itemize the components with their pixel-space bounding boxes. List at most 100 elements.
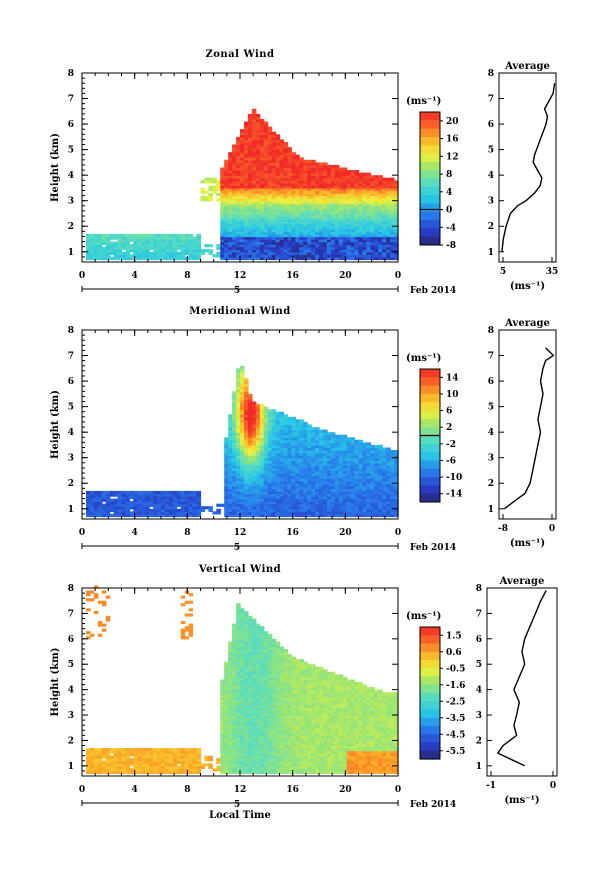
heatmap-cell bbox=[125, 234, 129, 237]
heatmap-cell bbox=[185, 626, 190, 629]
heatmap-cell bbox=[157, 748, 162, 751]
colorbar-band bbox=[420, 452, 440, 461]
heatmap-cell bbox=[181, 629, 186, 632]
heatmap-cell bbox=[216, 193, 221, 196]
average-frame bbox=[499, 73, 556, 262]
heatmap-cell bbox=[208, 185, 213, 188]
average-y-tick-label: 7 bbox=[488, 95, 494, 105]
average-x-tick-label: 35 bbox=[546, 267, 559, 277]
colorbar-tick-label: -14 bbox=[446, 490, 462, 500]
colorbar-tick-label: -8 bbox=[446, 241, 456, 251]
heatmap-cell bbox=[276, 412, 281, 415]
heatmap-cell bbox=[252, 109, 257, 112]
meridional-date-label: Feb 2014 bbox=[410, 543, 456, 553]
y-tick-label: 4 bbox=[68, 171, 74, 181]
heatmap-cell bbox=[327, 165, 332, 168]
x-tick-label: 16 bbox=[286, 271, 299, 281]
y-tick-label: 4 bbox=[68, 428, 74, 438]
colorbar-tick-label: 8 bbox=[446, 170, 452, 180]
heatmap-cell bbox=[374, 175, 379, 178]
heatmap-cell bbox=[181, 491, 186, 494]
heatmap-cell bbox=[189, 748, 194, 751]
heatmap-cell bbox=[181, 596, 186, 599]
colorbar-band bbox=[420, 386, 440, 395]
zonal-average-title: Average bbox=[504, 61, 550, 72]
heatmap-cell bbox=[173, 491, 178, 494]
heatmap-cell bbox=[94, 491, 99, 494]
x-tick-label: 20 bbox=[339, 528, 352, 538]
meridional-average-xlabel: (ms⁻¹) bbox=[510, 538, 545, 549]
x-tick-label: 4 bbox=[132, 271, 138, 281]
zonal-date-day: 5 bbox=[234, 286, 240, 296]
heatmap-cell bbox=[98, 234, 103, 237]
heatmap-cell bbox=[173, 234, 178, 237]
heatmap-cell bbox=[252, 402, 257, 405]
heatmap-cell bbox=[311, 160, 316, 163]
colorbar-band bbox=[420, 485, 440, 494]
heatmap-cell bbox=[359, 440, 364, 443]
zonal-colorbar-unit: (ms⁻¹) bbox=[406, 96, 441, 107]
colorbar-band bbox=[420, 212, 440, 221]
heatmap-cell bbox=[106, 491, 111, 494]
heatmap-cell bbox=[208, 249, 213, 252]
heatmap-cell bbox=[181, 621, 186, 624]
heatmap-cell bbox=[208, 763, 213, 766]
heatmap-cell bbox=[240, 129, 245, 132]
y-tick-label: 8 bbox=[68, 69, 74, 79]
heatmap-cell bbox=[339, 168, 344, 171]
heatmap-cell bbox=[370, 445, 375, 448]
heatmap-cell bbox=[232, 391, 237, 394]
heatmap-cell bbox=[280, 139, 285, 142]
y-tick-label: 3 bbox=[68, 197, 74, 207]
heatmap-cell bbox=[204, 178, 209, 181]
colorbar-band bbox=[420, 195, 440, 204]
average-y-tick-label: 6 bbox=[488, 120, 494, 130]
colorbar-band bbox=[420, 460, 440, 469]
heatmap-cell bbox=[133, 748, 138, 751]
zonal-title: Zonal Wind bbox=[205, 49, 274, 60]
heatmap-cell bbox=[157, 234, 162, 237]
colorbar-band bbox=[420, 369, 440, 378]
heatmap-cell bbox=[189, 613, 194, 616]
heatmap-cell bbox=[189, 624, 194, 627]
meridional-heatmap bbox=[86, 366, 399, 517]
heatmap-cell bbox=[204, 763, 209, 766]
average-y-tick-label: 5 bbox=[488, 403, 494, 413]
heatmap-cell bbox=[204, 196, 209, 199]
heatmap-cell bbox=[173, 748, 178, 751]
y-tick-label: 1 bbox=[68, 505, 74, 515]
heatmap-cell bbox=[106, 748, 111, 751]
heatmap-cell bbox=[149, 491, 154, 494]
heatmap-cell bbox=[90, 591, 95, 594]
heatmap-cell bbox=[122, 748, 127, 751]
heatmap-cell bbox=[137, 234, 142, 237]
heatmap-cell bbox=[201, 188, 206, 191]
colorbar-band bbox=[420, 179, 440, 188]
average-y-tick-label: 2 bbox=[488, 222, 494, 232]
heatmap-cell bbox=[197, 748, 202, 751]
colorbar-band bbox=[420, 377, 440, 386]
heatmap-cell bbox=[256, 404, 260, 407]
heatmap-cell bbox=[110, 748, 115, 751]
y-tick-label: 2 bbox=[68, 479, 74, 489]
average-y-tick-label: 5 bbox=[488, 146, 494, 156]
heatmap-cell bbox=[185, 601, 190, 604]
colorbar-band bbox=[420, 220, 440, 229]
heatmap-cell bbox=[331, 432, 336, 435]
heatmap-cell bbox=[224, 662, 229, 665]
heatmap-cell bbox=[145, 491, 150, 494]
heatmap-cell bbox=[216, 180, 221, 183]
heatmap-cell bbox=[268, 409, 273, 412]
heatmap-cell bbox=[98, 491, 103, 494]
average-y-tick-label: 4 bbox=[488, 428, 494, 438]
heatmap-cell bbox=[149, 234, 154, 237]
colorbar-band bbox=[420, 228, 440, 237]
heatmap-cell bbox=[366, 173, 371, 176]
heatmap-cell bbox=[169, 748, 174, 751]
heatmap-cell bbox=[118, 491, 123, 494]
heatmap-cell bbox=[307, 425, 312, 428]
